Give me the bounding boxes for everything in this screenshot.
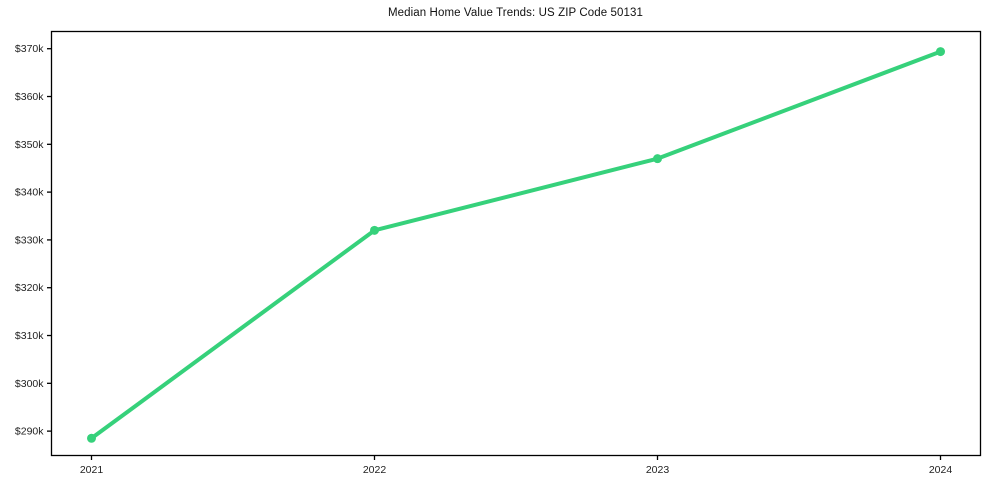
data-point-marker bbox=[653, 154, 662, 164]
x-tick-label: 2023 bbox=[646, 464, 670, 476]
y-tick-label: $330k bbox=[15, 234, 44, 246]
x-tick-label: 2021 bbox=[80, 464, 104, 476]
x-tick-label: 2024 bbox=[929, 464, 953, 476]
y-tick-label: $320k bbox=[15, 282, 44, 294]
plot-frame bbox=[50, 30, 982, 457]
data-point-marker bbox=[936, 47, 945, 57]
data-point-marker bbox=[87, 433, 96, 443]
chart-title: Median Home Value Trends: US ZIP Code 50… bbox=[387, 7, 644, 19]
y-tick-label: $300k bbox=[15, 378, 44, 390]
y-tick-label: $340k bbox=[15, 187, 44, 199]
y-tick-label: $290k bbox=[15, 426, 44, 438]
x-tick-label: 2022 bbox=[363, 464, 387, 476]
trend-line bbox=[89, 49, 943, 441]
y-tick-label: $350k bbox=[15, 139, 44, 151]
y-tick-label: $370k bbox=[15, 43, 44, 55]
y-tick-label: $310k bbox=[15, 330, 44, 342]
y-tick-label: $360k bbox=[15, 91, 44, 103]
data-point-marker bbox=[370, 225, 379, 235]
